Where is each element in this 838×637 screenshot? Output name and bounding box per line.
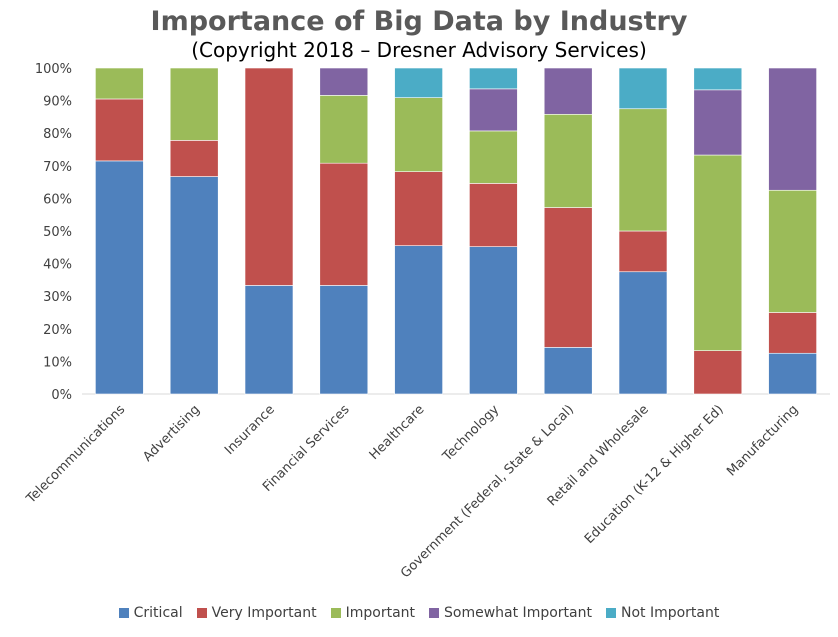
bar-segment-not-important [693,67,743,91]
bar-segment-somewhat-important [693,89,743,156]
legend-swatch [330,608,341,618]
legend-label: Somewhat Important [444,605,592,621]
bar-segment-not-important [394,67,443,98]
bar-segment-critical [169,176,219,395]
chart-legend: Critical Very Important Important Somewhat … [0,605,838,621]
chart-title: Importance of Big Data by Industry [150,6,688,37]
x-tick-label: Government (Federal, State & Local) [398,402,577,581]
bar-segment-important [768,189,817,313]
chart-subtitle: (Copyright 2018 – Dresner Advisory Servi… [191,38,647,62]
bar-segment-important [543,113,593,208]
bar-segment-important [693,154,743,351]
bar-segment-important [618,108,668,232]
bar-segment-important [169,67,219,141]
bar-segment-very-important [768,312,817,354]
y-tick-label: 80% [43,127,72,142]
bar-segment-important [469,130,518,184]
bar-segment-important [319,95,369,164]
x-tick-label: Education (K-12 & Higher Ed) [582,402,727,547]
legend-item: Very Important [196,605,317,621]
bar-segment-critical [95,160,144,395]
bar-segment-critical [244,285,294,395]
bar-segment-very-important [394,171,443,246]
y-tick-label: 70% [43,160,72,175]
bar-segment-critical [469,246,518,395]
y-tick-label: 0% [51,388,72,403]
x-tick-label: Insurance [222,402,278,458]
legend-label: Not Important [620,605,720,621]
legend-label: Critical [133,605,183,621]
bar-segment-very-important [319,162,369,286]
bar-segment-somewhat-important [469,88,518,132]
bar-segment-very-important [693,350,743,395]
bar-segment-critical [394,245,443,395]
bar-segment-not-important [618,67,668,110]
bar-segment-very-important [469,183,518,247]
legend-item: Critical [118,605,183,621]
bar-segment-important [394,97,443,172]
y-tick-label: 90% [43,95,72,110]
bar-segment-somewhat-important [319,67,369,96]
bar-segment-critical [543,347,593,395]
bar-segment-very-important [244,67,294,286]
y-tick-label: 60% [43,192,72,207]
x-tick-label: Manufacturing [724,402,801,479]
y-tick-label: 100% [35,62,72,77]
legend-item: Not Important [605,605,720,621]
bar-segment-critical [768,352,817,395]
legend-swatch [118,608,129,618]
y-tick-label: 30% [43,290,72,305]
bar-segment-very-important [618,230,668,273]
legend-swatch [196,608,207,618]
legend-label: Important [345,605,416,621]
x-tick-label: Advertising [140,402,203,465]
x-tick-label: Healthcare [367,402,428,463]
bar-segment-not-important [469,67,518,90]
bar-segment-very-important [95,98,144,162]
bar-segment-critical [618,271,668,395]
bar-segment-critical [319,285,369,395]
y-tick-label: 10% [43,355,72,370]
legend-swatch [605,608,616,618]
bar-segment-somewhat-important [543,67,593,115]
legend-label: Very Important [211,605,317,621]
y-tick-label: 50% [43,225,72,240]
y-tick-label: 40% [43,258,72,273]
bar-segment-somewhat-important [768,67,817,191]
bar-segment-very-important [543,207,593,348]
x-tick-label: Technology [439,402,502,465]
legend-swatch [429,608,440,618]
bar-segment-important [95,67,144,100]
bar-segment-very-important [169,140,219,177]
legend-item: Somewhat Important [429,605,592,621]
legend-item: Important [330,605,416,621]
x-tick-label: Telecommunications [23,402,128,507]
y-tick-label: 20% [43,323,72,338]
